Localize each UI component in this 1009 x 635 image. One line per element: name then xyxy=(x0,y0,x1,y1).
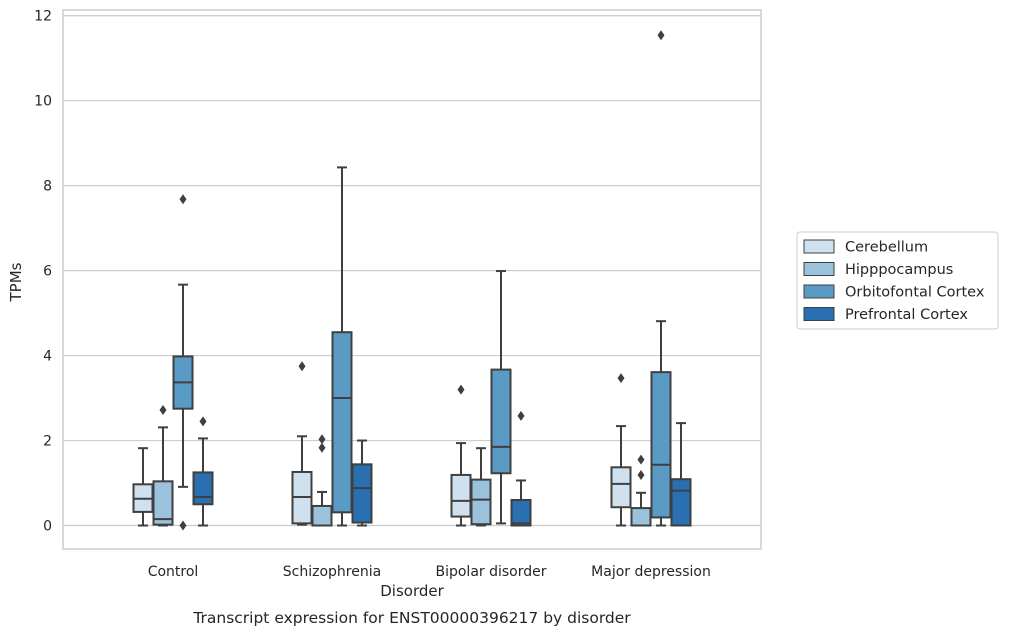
box-body xyxy=(650,371,672,519)
box-prefrontal-cortex xyxy=(670,422,692,527)
x-tick-label: Major depression xyxy=(591,564,711,580)
box-body xyxy=(311,504,333,527)
x-tick-label: Bipolar disorder xyxy=(435,564,546,580)
y-tick-label: 6 xyxy=(43,264,52,280)
outlier-point xyxy=(179,194,187,205)
outlier-point xyxy=(657,30,665,41)
y-tick-label: 4 xyxy=(43,349,52,365)
box-body xyxy=(630,507,652,527)
plot-area xyxy=(62,9,762,550)
legend-swatch xyxy=(803,239,835,254)
legend-swatch xyxy=(803,262,835,276)
outlier-point xyxy=(637,469,645,480)
box-body xyxy=(351,463,373,524)
y-tick-label: 12 xyxy=(34,9,52,25)
box-body xyxy=(450,473,472,518)
y-tick-label: 10 xyxy=(34,94,52,110)
outlier-point xyxy=(637,454,645,465)
box-body xyxy=(670,478,692,527)
y-axis-label: TPMs xyxy=(7,262,25,302)
y-tick-label: 0 xyxy=(43,519,52,535)
legend-label: Hipppocampus xyxy=(845,262,953,278)
box-body xyxy=(490,368,512,475)
box-body xyxy=(510,499,532,527)
legend-label: Cerebellum xyxy=(845,240,928,256)
box-hipppocampus xyxy=(470,447,492,527)
legend-label: Prefrontal Cortex xyxy=(845,307,968,323)
box-orbitofontal-cortex xyxy=(172,194,194,531)
box-hipppocampus xyxy=(630,454,652,527)
chart-caption: Transcript expression for ENST0000039621… xyxy=(192,609,631,627)
box-hipppocampus xyxy=(311,434,333,527)
outlier-point xyxy=(318,434,326,445)
legend-swatch xyxy=(803,284,835,299)
box-orbitofontal-cortex xyxy=(331,166,353,527)
box-body xyxy=(470,478,492,526)
y-tick-label: 8 xyxy=(43,179,52,195)
x-axis-ticks: Control Schizophrenia Bipolar disorder Majo… xyxy=(148,564,711,580)
box-prefrontal-cortex xyxy=(351,439,373,527)
y-tick-label: 2 xyxy=(43,434,52,450)
box-orbitofontal-cortex xyxy=(490,270,512,525)
box-cerebellum xyxy=(291,361,313,526)
outlier-point xyxy=(318,442,326,453)
outlier-point xyxy=(199,416,207,427)
box-body xyxy=(152,480,174,526)
box-cerebellum xyxy=(132,447,154,527)
boxes xyxy=(132,30,692,531)
box-prefrontal-cortex xyxy=(510,410,532,527)
box-body xyxy=(610,466,632,509)
outlier-point xyxy=(298,361,306,372)
legend-label: Orbitofontal Cortex xyxy=(845,285,985,301)
x-tick-label: Control xyxy=(148,564,199,580)
outlier-point xyxy=(457,384,465,395)
y-axis-ticks: 0 2 4 6 8 10 12 xyxy=(34,9,52,535)
legend-swatch xyxy=(803,307,835,321)
outlier-point xyxy=(617,373,625,384)
legend-frame xyxy=(796,231,999,330)
outlier-point xyxy=(517,410,525,421)
box-body xyxy=(331,331,353,514)
legend: Cerebellum Hipppocampus Orbitofontal Corte… xyxy=(796,231,999,330)
box-cerebellum xyxy=(610,373,632,527)
box-body xyxy=(192,471,214,506)
outlier-point xyxy=(159,404,167,415)
x-axis-label: Disorder xyxy=(380,582,444,600)
box-orbitofontal-cortex xyxy=(650,30,672,527)
box-hipppocampus xyxy=(152,404,174,527)
x-tick-label: Schizophrenia xyxy=(283,564,381,580)
outlier-point xyxy=(179,520,187,531)
box-cerebellum xyxy=(450,384,472,527)
box-prefrontal-cortex xyxy=(192,416,214,527)
